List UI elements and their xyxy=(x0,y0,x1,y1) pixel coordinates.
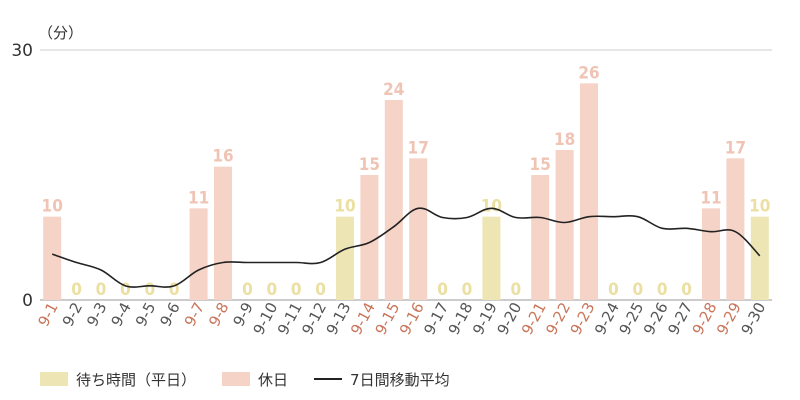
legend-swatch-holiday xyxy=(222,372,251,386)
legend-label-weekday: 待ち時間（平日） xyxy=(76,370,197,389)
x-tick-label: 9-25 xyxy=(615,299,647,338)
grid xyxy=(40,49,772,301)
value-label: 0 xyxy=(266,280,277,300)
legend: 待ち時間（平日） 休日 7日間移動平均 xyxy=(40,368,476,390)
value-label: 17 xyxy=(725,138,746,158)
value-label: 15 xyxy=(530,155,551,175)
x-tick-labels: 9-19-29-39-49-59-69-79-89-99-109-119-129… xyxy=(34,299,769,338)
x-tick-label: 9-19 xyxy=(469,299,501,338)
value-label: 17 xyxy=(408,138,429,158)
x-tick-label: 9-18 xyxy=(445,299,477,338)
x-tick-label: 9-17 xyxy=(420,299,452,338)
value-label: 0 xyxy=(681,280,692,300)
value-label: 10 xyxy=(481,197,502,217)
value-label: 24 xyxy=(383,80,404,100)
legend-swatch-weekday xyxy=(40,372,68,386)
x-tick-label: 9-15 xyxy=(371,299,403,338)
x-tick-label: 9-27 xyxy=(664,299,696,338)
y-unit-label: （分） xyxy=(38,24,83,42)
x-tick-label: 9-29 xyxy=(713,299,745,338)
y-tick-label: 30 xyxy=(11,41,33,61)
bar xyxy=(360,175,379,300)
bar xyxy=(336,216,354,300)
legend-label-holiday: 休日 xyxy=(258,370,289,389)
bar xyxy=(384,100,403,300)
value-label: 0 xyxy=(657,280,668,300)
value-label: 11 xyxy=(700,188,721,208)
x-tick-label: 9-22 xyxy=(542,299,574,338)
bar xyxy=(214,166,232,300)
value-label: 0 xyxy=(315,280,326,300)
x-tick-label: 9-7 xyxy=(181,299,208,329)
x-tick-label: 9-26 xyxy=(640,299,672,338)
x-tick-label: 9-5 xyxy=(132,299,159,329)
value-label: 0 xyxy=(169,280,180,300)
value-label: 0 xyxy=(120,280,131,300)
value-label: 0 xyxy=(462,280,473,300)
x-tick-label: 9-30 xyxy=(737,299,769,338)
bar xyxy=(555,150,574,300)
bar xyxy=(580,83,598,300)
x-tick-label: 9-21 xyxy=(518,299,550,338)
bar xyxy=(43,216,62,300)
value-label: 0 xyxy=(632,280,643,300)
value-label: 0 xyxy=(510,280,521,300)
value-label: 26 xyxy=(578,63,599,83)
value-label: 16 xyxy=(212,147,233,167)
value-label: 15 xyxy=(359,155,380,175)
x-tick-label: 9-10 xyxy=(249,299,281,338)
x-tick-label: 9-28 xyxy=(689,299,721,338)
x-tick-label: 9-24 xyxy=(591,299,623,338)
moving-average-path xyxy=(51,207,761,288)
bar xyxy=(189,208,208,300)
x-tick-label: 9-23 xyxy=(567,299,599,338)
bar xyxy=(482,216,501,300)
x-tick-label: 9-3 xyxy=(83,299,110,329)
x-tick-label: 9-2 xyxy=(59,299,86,329)
value-label: 0 xyxy=(96,280,107,300)
legend-item-holiday: 休日 xyxy=(222,369,288,390)
bars xyxy=(43,83,769,300)
x-tick-label: 9-16 xyxy=(396,299,428,338)
value-label: 10 xyxy=(334,197,355,217)
value-label: 0 xyxy=(242,280,253,300)
x-tick-label: 9-12 xyxy=(298,299,330,338)
value-label: 0 xyxy=(144,280,155,300)
legend-item-moving-average: 7日間移動平均 xyxy=(314,369,450,390)
legend-item-weekday: 待ち時間（平日） xyxy=(40,369,196,390)
x-tick-label: 9-4 xyxy=(108,299,135,329)
legend-swatch-moving-average xyxy=(314,378,343,380)
x-tick-label: 9-8 xyxy=(205,299,232,329)
bar xyxy=(702,208,720,300)
y-tick-label: 0 xyxy=(22,291,33,311)
value-label: 0 xyxy=(437,280,448,300)
y-axis: （分） 0 30 xyxy=(11,24,83,311)
x-tick-label: 9-11 xyxy=(274,299,306,338)
bar xyxy=(531,175,550,300)
value-label: 10 xyxy=(749,197,770,217)
value-label: 18 xyxy=(554,130,575,150)
x-tick-label: 9-1 xyxy=(34,299,61,329)
bar xyxy=(409,158,428,300)
bar xyxy=(726,158,745,300)
x-tick-label: 9-6 xyxy=(156,299,183,329)
legend-label-moving-average: 7日間移動平均 xyxy=(350,370,450,389)
x-tick-label: 9-13 xyxy=(323,299,355,338)
value-label: 0 xyxy=(291,280,302,300)
moving-average-line xyxy=(51,207,761,288)
value-label: 0 xyxy=(71,280,82,300)
x-tick-label: 9-20 xyxy=(493,299,525,338)
x-tick-label: 9-14 xyxy=(347,299,379,338)
value-label: 11 xyxy=(188,188,209,208)
value-label: 0 xyxy=(608,280,619,300)
bar xyxy=(750,216,769,300)
value-label: 10 xyxy=(42,197,63,217)
